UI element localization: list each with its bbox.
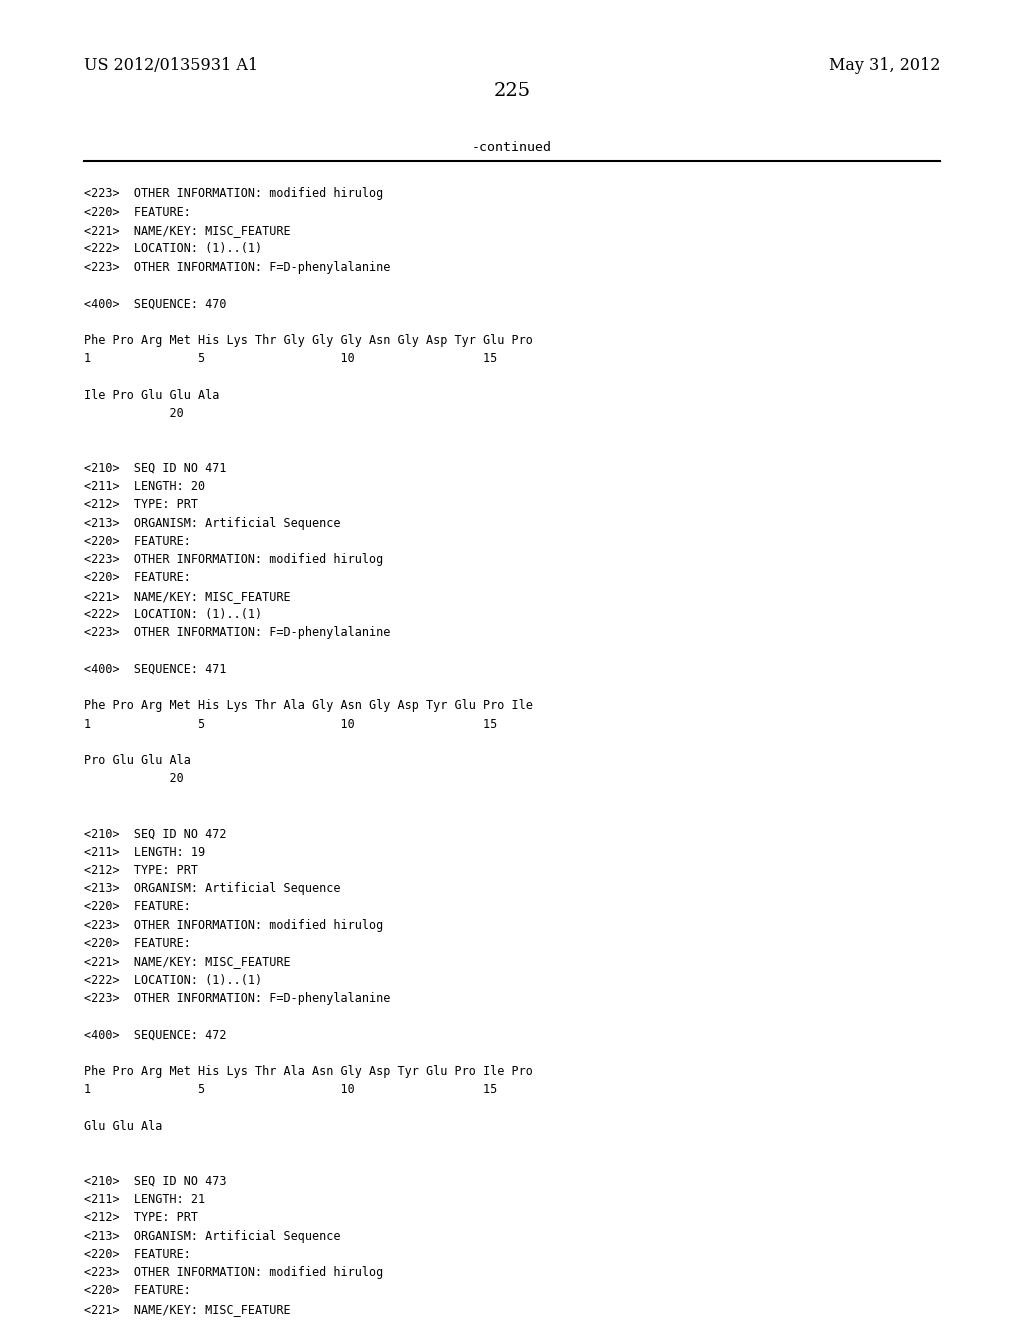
Text: Ile Pro Glu Glu Ala: Ile Pro Glu Glu Ala [84,388,219,401]
Text: <210>  SEQ ID NO 472: <210> SEQ ID NO 472 [84,828,226,841]
Text: Phe Pro Arg Met His Lys Thr Ala Gly Asn Gly Asp Tyr Glu Pro Ile: Phe Pro Arg Met His Lys Thr Ala Gly Asn … [84,700,532,713]
Text: <210>  SEQ ID NO 471: <210> SEQ ID NO 471 [84,462,226,475]
Text: <210>  SEQ ID NO 473: <210> SEQ ID NO 473 [84,1175,226,1188]
Text: <220>  FEATURE:: <220> FEATURE: [84,572,190,585]
Text: May 31, 2012: May 31, 2012 [828,57,940,74]
Text: 20: 20 [84,772,183,785]
Text: <211>  LENGTH: 20: <211> LENGTH: 20 [84,480,205,492]
Text: <400>  SEQUENCE: 470: <400> SEQUENCE: 470 [84,297,226,310]
Text: <400>  SEQUENCE: 471: <400> SEQUENCE: 471 [84,663,226,676]
Text: <223>  OTHER INFORMATION: modified hirulog: <223> OTHER INFORMATION: modified hirulo… [84,1266,383,1279]
Text: <220>  FEATURE:: <220> FEATURE: [84,937,190,950]
Text: <220>  FEATURE:: <220> FEATURE: [84,1284,190,1298]
Text: <222>  LOCATION: (1)..(1): <222> LOCATION: (1)..(1) [84,974,262,986]
Text: <222>  LOCATION: (1)..(1): <222> LOCATION: (1)..(1) [84,243,262,255]
Text: <212>  TYPE: PRT: <212> TYPE: PRT [84,1212,198,1224]
Text: <223>  OTHER INFORMATION: F=D-phenylalanine: <223> OTHER INFORMATION: F=D-phenylalani… [84,260,390,273]
Text: <213>  ORGANISM: Artificial Sequence: <213> ORGANISM: Artificial Sequence [84,882,340,895]
Text: <221>  NAME/KEY: MISC_FEATURE: <221> NAME/KEY: MISC_FEATURE [84,1303,291,1316]
Text: US 2012/0135931 A1: US 2012/0135931 A1 [84,57,258,74]
Text: <211>  LENGTH: 19: <211> LENGTH: 19 [84,846,205,858]
Text: 225: 225 [494,82,530,100]
Text: <222>  LOCATION: (1)..(1): <222> LOCATION: (1)..(1) [84,609,262,620]
Text: <223>  OTHER INFORMATION: F=D-phenylalanine: <223> OTHER INFORMATION: F=D-phenylalani… [84,626,390,639]
Text: <400>  SEQUENCE: 472: <400> SEQUENCE: 472 [84,1028,226,1041]
Text: <221>  NAME/KEY: MISC_FEATURE: <221> NAME/KEY: MISC_FEATURE [84,224,291,238]
Text: Phe Pro Arg Met His Lys Thr Ala Asn Gly Asp Tyr Glu Pro Ile Pro: Phe Pro Arg Met His Lys Thr Ala Asn Gly … [84,1065,532,1078]
Text: <220>  FEATURE:: <220> FEATURE: [84,900,190,913]
Text: 1               5                   10                  15: 1 5 10 15 [84,718,498,730]
Text: 1               5                   10                  15: 1 5 10 15 [84,1084,498,1096]
Text: <223>  OTHER INFORMATION: F=D-phenylalanine: <223> OTHER INFORMATION: F=D-phenylalani… [84,991,390,1005]
Text: <220>  FEATURE:: <220> FEATURE: [84,535,190,548]
Text: <220>  FEATURE:: <220> FEATURE: [84,1247,190,1261]
Text: <212>  TYPE: PRT: <212> TYPE: PRT [84,863,198,876]
Text: -continued: -continued [472,141,552,154]
Text: <220>  FEATURE:: <220> FEATURE: [84,206,190,219]
Text: <211>  LENGTH: 21: <211> LENGTH: 21 [84,1193,205,1206]
Text: <223>  OTHER INFORMATION: modified hirulog: <223> OTHER INFORMATION: modified hirulo… [84,919,383,932]
Text: Pro Glu Glu Ala: Pro Glu Glu Ala [84,754,190,767]
Text: <223>  OTHER INFORMATION: modified hirulog: <223> OTHER INFORMATION: modified hirulo… [84,553,383,566]
Text: <213>  ORGANISM: Artificial Sequence: <213> ORGANISM: Artificial Sequence [84,1229,340,1242]
Text: Glu Glu Ala: Glu Glu Ala [84,1119,163,1133]
Text: <212>  TYPE: PRT: <212> TYPE: PRT [84,498,198,511]
Text: 20: 20 [84,407,183,420]
Text: <221>  NAME/KEY: MISC_FEATURE: <221> NAME/KEY: MISC_FEATURE [84,590,291,603]
Text: <213>  ORGANISM: Artificial Sequence: <213> ORGANISM: Artificial Sequence [84,516,340,529]
Text: Phe Pro Arg Met His Lys Thr Gly Gly Gly Asn Gly Asp Tyr Glu Pro: Phe Pro Arg Met His Lys Thr Gly Gly Gly … [84,334,532,347]
Text: 1               5                   10                  15: 1 5 10 15 [84,352,498,364]
Text: <221>  NAME/KEY: MISC_FEATURE: <221> NAME/KEY: MISC_FEATURE [84,956,291,969]
Text: <223>  OTHER INFORMATION: modified hirulog: <223> OTHER INFORMATION: modified hirulo… [84,187,383,201]
